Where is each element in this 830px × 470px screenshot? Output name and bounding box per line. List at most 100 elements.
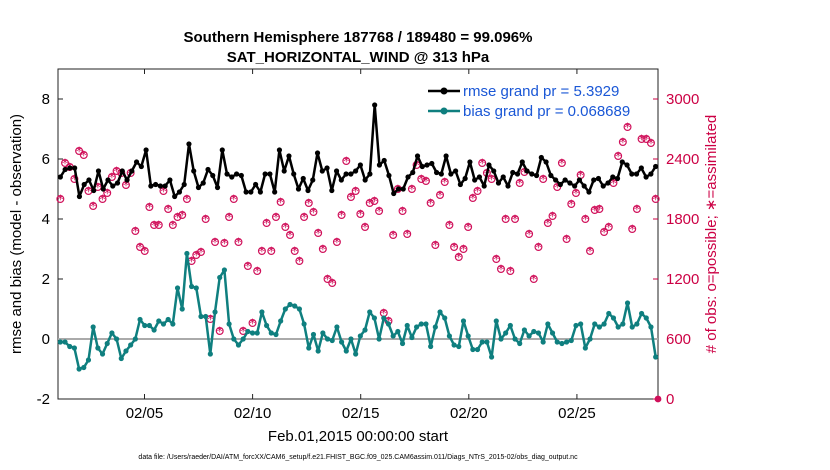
obs-possible-marker [75, 147, 84, 156]
rmse-point [181, 181, 187, 188]
y-tick-label: 6 [42, 151, 50, 168]
obs-possible-marker [267, 247, 276, 256]
rmse-point [95, 168, 102, 174]
bias-point [151, 327, 157, 333]
obs-possible-marker [220, 239, 229, 248]
bias-point [376, 336, 382, 342]
rmse-point [600, 183, 606, 189]
rmse-point [391, 190, 397, 197]
bias-point [109, 330, 115, 336]
bias-point [123, 348, 129, 354]
bias-point [338, 339, 345, 345]
obs-possible-marker [618, 138, 627, 147]
rmse-point [624, 162, 630, 168]
rmse-point [543, 159, 549, 165]
x-tick-label: 02/10 [234, 405, 272, 422]
rmse-point [419, 163, 425, 170]
rmse-point [505, 183, 511, 189]
obs-assimilated-marker: * [381, 307, 387, 321]
rmse-point [219, 147, 225, 153]
rmse-point [467, 159, 473, 165]
bias-point [592, 321, 598, 327]
obs-possible-marker [370, 197, 379, 206]
obs-possible-marker [543, 219, 552, 228]
rmse-point [86, 177, 92, 183]
bias-point [85, 357, 92, 363]
obs-assimilated-marker: * [123, 179, 129, 193]
rmse-point [329, 187, 335, 194]
obs-end-marker [654, 395, 662, 403]
y-tick-label: -2 [37, 391, 50, 408]
bias-point [367, 309, 373, 315]
rmse-point [324, 165, 330, 171]
rmse-point [448, 171, 454, 177]
bias-point [385, 321, 392, 327]
title-line-2: SAT_HORIZONTAL_WIND @ 313 hPa [227, 49, 490, 66]
obs-possible-marker [309, 208, 318, 217]
rmse-point [643, 174, 649, 180]
bias-point [62, 339, 68, 345]
bias-point [174, 285, 181, 291]
obs-assimilated-marker: * [165, 203, 171, 217]
obs-assimilated-marker: * [587, 245, 593, 259]
obs-assimilated-marker: * [240, 325, 246, 339]
obs-assimilated-marker: * [85, 185, 91, 199]
obs-possible-marker [145, 203, 154, 212]
bias-point [118, 355, 124, 362]
rmse-point [343, 171, 349, 177]
bias-point [620, 321, 626, 327]
rmse-point [529, 171, 535, 177]
obs-possible-marker [440, 178, 449, 187]
obs-assimilated-marker: * [221, 237, 227, 251]
bias-point [629, 324, 635, 330]
obs-possible-marker [234, 238, 243, 247]
bias-point [460, 318, 467, 324]
bias-point [563, 339, 570, 345]
bias-point [517, 340, 523, 347]
obs-assimilated-marker: * [217, 325, 223, 339]
obs-assimilated-marker: * [629, 223, 635, 237]
rmse-point [286, 153, 292, 159]
bias-point [221, 267, 228, 273]
obs-possible-marker [262, 219, 271, 228]
obs-assimilated-marker: * [198, 246, 204, 260]
rmse-point [410, 169, 416, 176]
obs-assimilated-marker: * [404, 228, 410, 242]
obs-possible-marker [632, 205, 641, 214]
bias-point [488, 354, 495, 360]
obs-possible-marker [525, 230, 534, 239]
bias-point [634, 321, 640, 327]
obs-assimilated-marker: * [423, 175, 429, 189]
rmse-point [395, 186, 402, 192]
y-tick-label: 8 [42, 91, 50, 108]
legend-rmse-label: rmse grand pr = 5.3929 [463, 83, 619, 100]
obs-assimilated-marker: * [189, 255, 195, 269]
bias-point [301, 321, 307, 327]
y-tick-label: 4 [42, 211, 50, 228]
bias-point [648, 324, 654, 330]
obs-assimilated-marker: * [517, 177, 523, 191]
obs-assimilated-marker: * [137, 241, 143, 255]
obs-assimilated-marker: * [100, 193, 106, 207]
rmse-point [172, 193, 178, 200]
rmse-point [238, 172, 244, 179]
rmse-point [229, 174, 235, 180]
obs-assimilated-marker: * [292, 245, 298, 259]
obs-assimilated-marker: * [114, 165, 120, 179]
bias-point [357, 333, 363, 339]
obs-possible-marker [70, 175, 79, 184]
obs-assimilated-marker: * [489, 173, 495, 187]
obs-assimilated-marker: * [254, 265, 260, 279]
bias-point [479, 339, 485, 345]
bias-point [99, 351, 106, 357]
bias-point [156, 318, 162, 324]
obs-possible-marker [173, 213, 182, 222]
bias-point [456, 343, 462, 350]
obs-assimilated-marker: * [498, 263, 504, 277]
obs-assimilated-marker: * [325, 273, 331, 287]
rmse-point [633, 171, 640, 177]
rmse-point [176, 189, 183, 195]
bias-point [128, 342, 134, 348]
obs-possible-marker [375, 207, 384, 216]
